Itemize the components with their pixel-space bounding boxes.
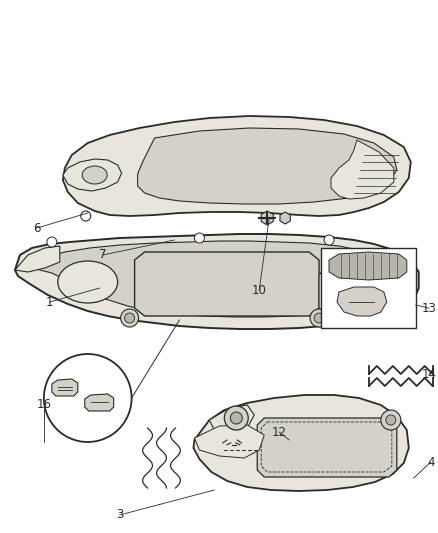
Polygon shape [32, 241, 402, 317]
Circle shape [324, 235, 334, 245]
Bar [332, 290, 350, 298]
Circle shape [81, 211, 91, 221]
Polygon shape [337, 287, 387, 316]
Polygon shape [134, 252, 319, 316]
Polygon shape [194, 395, 409, 491]
Circle shape [44, 354, 131, 442]
Polygon shape [85, 394, 114, 411]
Polygon shape [329, 252, 407, 280]
Polygon shape [280, 212, 290, 224]
Text: 10: 10 [252, 284, 267, 296]
Ellipse shape [353, 272, 395, 304]
Bar [332, 302, 350, 310]
Circle shape [120, 309, 138, 327]
Text: 4: 4 [427, 456, 434, 469]
Text: 7: 7 [99, 248, 106, 262]
Text: 6: 6 [33, 222, 41, 235]
Circle shape [374, 305, 384, 315]
Circle shape [310, 309, 328, 327]
Circle shape [230, 412, 242, 424]
Text: 1: 1 [46, 295, 53, 309]
Polygon shape [209, 405, 254, 432]
Circle shape [370, 301, 388, 319]
Polygon shape [261, 211, 273, 225]
Text: 3: 3 [116, 508, 124, 521]
Circle shape [224, 406, 248, 430]
Circle shape [47, 237, 57, 247]
Polygon shape [331, 140, 394, 199]
Polygon shape [319, 268, 361, 315]
Text: 16: 16 [36, 399, 51, 411]
Ellipse shape [58, 261, 118, 303]
Polygon shape [15, 234, 419, 329]
Bar [321, 248, 416, 328]
Polygon shape [194, 425, 264, 458]
Ellipse shape [82, 166, 107, 184]
Circle shape [386, 415, 396, 425]
Polygon shape [257, 418, 397, 477]
Polygon shape [52, 379, 78, 396]
Text: 13: 13 [421, 302, 436, 314]
Text: 14: 14 [421, 368, 436, 382]
Polygon shape [63, 116, 411, 216]
Polygon shape [138, 128, 397, 204]
Bar [332, 278, 350, 286]
Text: 12: 12 [272, 425, 286, 439]
Circle shape [314, 313, 324, 323]
Circle shape [125, 313, 134, 323]
Polygon shape [63, 159, 122, 191]
Circle shape [194, 233, 205, 243]
Polygon shape [15, 246, 60, 272]
Circle shape [381, 410, 401, 430]
Circle shape [394, 265, 404, 275]
